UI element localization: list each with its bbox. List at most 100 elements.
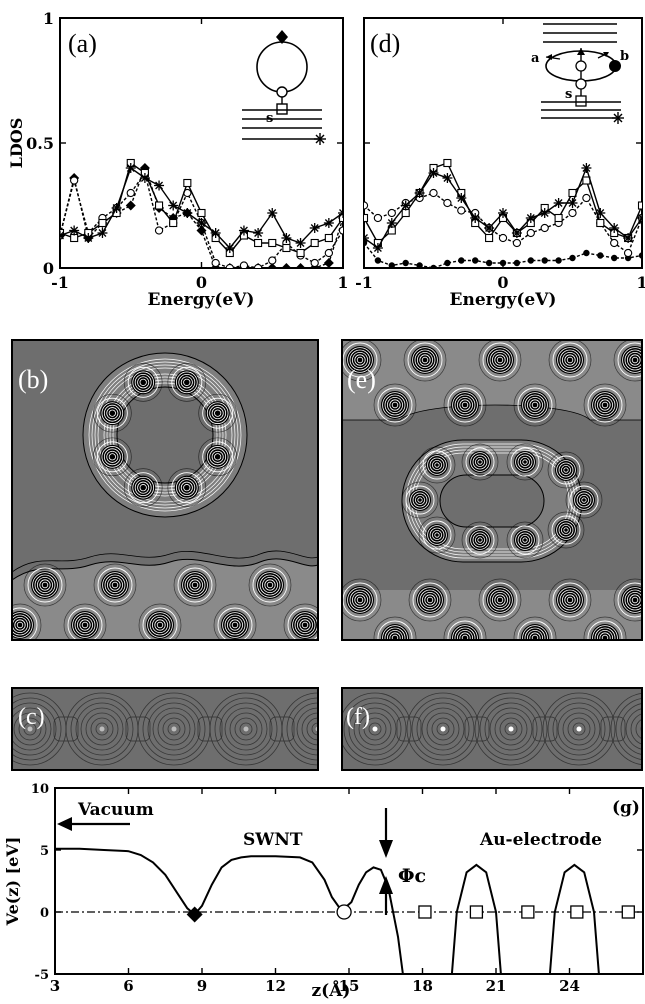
inset-circle-marker (277, 87, 287, 97)
panel-a-square-point (156, 202, 163, 209)
panel-d-dot-point (375, 257, 381, 263)
panel-d-dot-point (444, 260, 450, 266)
panel-g-xtick-label: 9 (197, 977, 207, 995)
panel-a-star-point (211, 228, 221, 238)
panel-g-ytick-label: -5 (35, 968, 49, 983)
panel-d-star-point (442, 173, 452, 183)
panel-a-star-point (154, 181, 164, 191)
panel-a-ytick-label: 0.5 (26, 134, 54, 153)
panel-g-ytick-label: 10 (31, 782, 49, 797)
potential-square-marker (419, 906, 431, 918)
panel-a-square-point (325, 235, 332, 242)
panel-g-label: (g) (612, 798, 640, 818)
panel-a-star-point (197, 218, 207, 228)
panel-d-circle-point (583, 194, 590, 201)
panel-a-circle-point (339, 227, 346, 234)
panel-b-label: (b) (18, 365, 48, 394)
panel-g-xtick-label: 18 (412, 977, 433, 995)
panel-d-circle-point (569, 209, 576, 216)
potential-square-marker (571, 906, 583, 918)
panel-a-star-point (112, 203, 122, 213)
panel-a-xlabel: Energy(eV) (148, 290, 255, 310)
panel-d-star-point (470, 213, 480, 223)
panel-a-square-point (255, 240, 262, 247)
panel-d-xtick-label: 1 (636, 273, 645, 292)
panel-a-star-point (140, 173, 150, 183)
panel-e-contour: (e) (339, 339, 645, 659)
panel-d-star-point (387, 218, 397, 228)
panel-a-square-point (71, 235, 78, 242)
panel-d-star-point (401, 201, 411, 211)
panel-f-contour: (f) (339, 688, 645, 770)
panel-c-label: (c) (18, 704, 45, 730)
panel-d-dot-point (486, 260, 492, 266)
panel-a-circle-point (71, 177, 78, 184)
panel-d-dot-point (403, 260, 409, 266)
panel-d-dot-point (611, 255, 617, 261)
panel-d-star-point (512, 228, 522, 238)
panel-e-label: (e) (347, 365, 376, 394)
inset-s-label-d: s (565, 87, 572, 102)
panel-d-star-point (609, 223, 619, 233)
panel-d-circle-point (513, 239, 520, 246)
panel-d-square-point (639, 202, 645, 209)
inset-b-label: b (620, 49, 629, 64)
panel-a-xtick-label: 1 (337, 273, 348, 292)
panel-g-xlabel: z(Å) (312, 979, 351, 1000)
panel-a-star-point (182, 208, 192, 218)
panel-a-circle-point (127, 189, 134, 196)
panel-d-dot-point (472, 257, 478, 263)
panel-a-ylabel: LDOS (7, 118, 26, 169)
panel-d-circle-point (499, 234, 506, 241)
panel-d-dot-point (597, 252, 603, 258)
panel-a-square-point (311, 240, 318, 247)
panel-d-star-point (359, 233, 369, 243)
panel-a-circle-point (226, 264, 233, 271)
panel-d-dot-point (416, 262, 422, 268)
panel-a-square-point (297, 250, 304, 257)
panel-d-dot-point (639, 252, 645, 258)
panel-d-circle-point (527, 229, 534, 236)
panel-a-star-point (296, 238, 306, 248)
panel-d-circle-point (388, 209, 395, 216)
potential-square-marker (622, 906, 634, 918)
panel-a-circle-point (212, 259, 219, 266)
panel-a-circle-point (325, 249, 332, 256)
potential-square-marker (470, 906, 482, 918)
panel-d-circle-point (430, 189, 437, 196)
panel-a-ytick-label: 0 (43, 259, 54, 278)
panel-a-star-point (310, 223, 320, 233)
panel-g-ytick-label: 5 (40, 844, 49, 859)
panel-d-circle-point (458, 207, 465, 214)
panel-d-star-point (526, 213, 536, 223)
panel-d-dot-point (542, 257, 548, 263)
panel-d-star-point (623, 233, 633, 243)
panel-d-star-point (540, 208, 550, 218)
panel-a-square-point (269, 240, 276, 247)
panel-g-xtick-label: 3 (50, 977, 60, 995)
panel-g-xtick-label: 24 (559, 977, 580, 995)
panel-d-dot-point (514, 260, 520, 266)
panel-d-xtick-label: -1 (355, 273, 373, 292)
panel-d-circle-point (541, 224, 548, 231)
panel-a-star-point (126, 163, 136, 173)
panel-b-tube-interior (117, 387, 213, 483)
panel-e-tube-interior (440, 475, 544, 527)
panel-g-xtick-label: 12 (265, 977, 286, 995)
panel-a-star-point (69, 226, 79, 236)
inset-a-label: a (531, 51, 540, 66)
panel-a-square-point (184, 180, 191, 187)
panel-a-circle-point (311, 259, 318, 266)
panel-a-star-point (324, 218, 334, 228)
inset-square-marker (277, 104, 287, 114)
panel-d-dot-point (528, 257, 534, 263)
panel-d-star-point (568, 198, 578, 208)
panel-d-star-point (429, 168, 439, 178)
panel-d-circle-point (444, 199, 451, 206)
panel-d-square-point (402, 210, 409, 217)
panel-d-dot-point (430, 265, 436, 271)
panel-d-star-point (595, 208, 605, 218)
